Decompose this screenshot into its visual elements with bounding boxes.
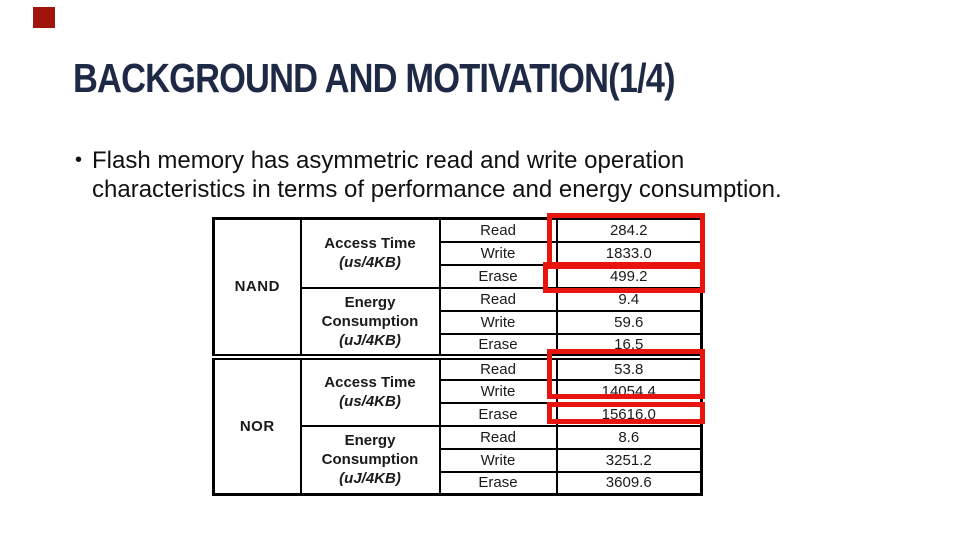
value-cell: 14054.4 bbox=[555, 378, 703, 404]
table-row: Erase 3609.6 bbox=[214, 470, 703, 496]
value-cell: 53.8 bbox=[555, 353, 703, 381]
metric-title: Energy Consumption bbox=[321, 432, 419, 469]
table-row: Write 59.6 bbox=[214, 309, 703, 335]
value-cell: 8.6 bbox=[555, 424, 703, 450]
value-cell: 15616.0 bbox=[555, 401, 703, 427]
op-cell: Read bbox=[438, 217, 558, 243]
table-row: NAND Access Time (us/4KB) Read 284.2 bbox=[212, 217, 703, 358]
slide-title: BACKGROUND AND MOTIVATION(1/4) bbox=[73, 55, 676, 101]
metric-cell-nor-energy: Energy Consumption (uJ/4KB) bbox=[299, 424, 441, 496]
value-cell: 59.6 bbox=[555, 309, 703, 335]
value-cell: 3251.2 bbox=[555, 447, 703, 473]
bullet-line-2: characteristics in terms of performance … bbox=[92, 176, 782, 203]
group-cell-nor: NOR bbox=[212, 353, 302, 496]
op-cell: Write bbox=[438, 240, 558, 266]
group-cell-nand: NAND bbox=[212, 217, 302, 358]
value-cell: 3609.6 bbox=[555, 470, 703, 496]
op-cell: Read bbox=[438, 286, 558, 312]
metric-cell-nand-access-time: Access Time (us/4KB) bbox=[299, 217, 441, 289]
bullet-line-1: Flash memory has asymmetric read and wri… bbox=[92, 147, 685, 174]
metric-cell-nand-energy: Energy Consumption (uJ/4KB) bbox=[299, 286, 441, 358]
metric-unit: (us/4KB) bbox=[339, 393, 401, 410]
metric-unit: (uJ/4KB) bbox=[339, 331, 401, 349]
metric-unit: (us/4KB) bbox=[339, 254, 401, 272]
metric-title: Energy Consumption bbox=[321, 293, 419, 330]
table-row: Write 3251.2 bbox=[214, 447, 703, 473]
op-cell: Erase bbox=[438, 332, 558, 358]
op-cell: Erase bbox=[438, 401, 558, 427]
metric-cell-nor-access-time: Access Time (us/4KB) bbox=[299, 353, 441, 427]
op-cell: Read bbox=[438, 353, 558, 381]
metric-unit: (uJ/4KB) bbox=[339, 470, 401, 488]
value-cell: 499.2 bbox=[555, 263, 703, 289]
table-row: Energy Consumption (uJ/4KB) Read 8.6 bbox=[214, 424, 703, 496]
metric-title: Access Time bbox=[324, 374, 416, 391]
slide-corner-marker bbox=[33, 7, 55, 28]
op-cell: Write bbox=[438, 378, 558, 404]
op-cell: Write bbox=[438, 309, 558, 335]
value-cell: 16.5 bbox=[555, 332, 703, 358]
op-cell: Read bbox=[438, 424, 558, 450]
metric-title: Access Time bbox=[324, 235, 416, 253]
value-cell: 1833.0 bbox=[555, 240, 703, 266]
value-cell: 284.2 bbox=[555, 217, 703, 243]
op-cell: Write bbox=[438, 447, 558, 473]
bullet-text: Flash memory has asymmetric read and wri… bbox=[92, 146, 872, 204]
value-cell: 9.4 bbox=[555, 286, 703, 312]
bullet-marker: • bbox=[75, 149, 83, 171]
table-row: NOR Access Time (us/4KB) Read 53.8 bbox=[212, 353, 703, 496]
flash-characteristics-table: NAND Access Time (us/4KB) Read 284.2 Wri… bbox=[212, 217, 703, 496]
op-cell: Erase bbox=[438, 263, 558, 289]
op-cell: Erase bbox=[438, 470, 558, 496]
